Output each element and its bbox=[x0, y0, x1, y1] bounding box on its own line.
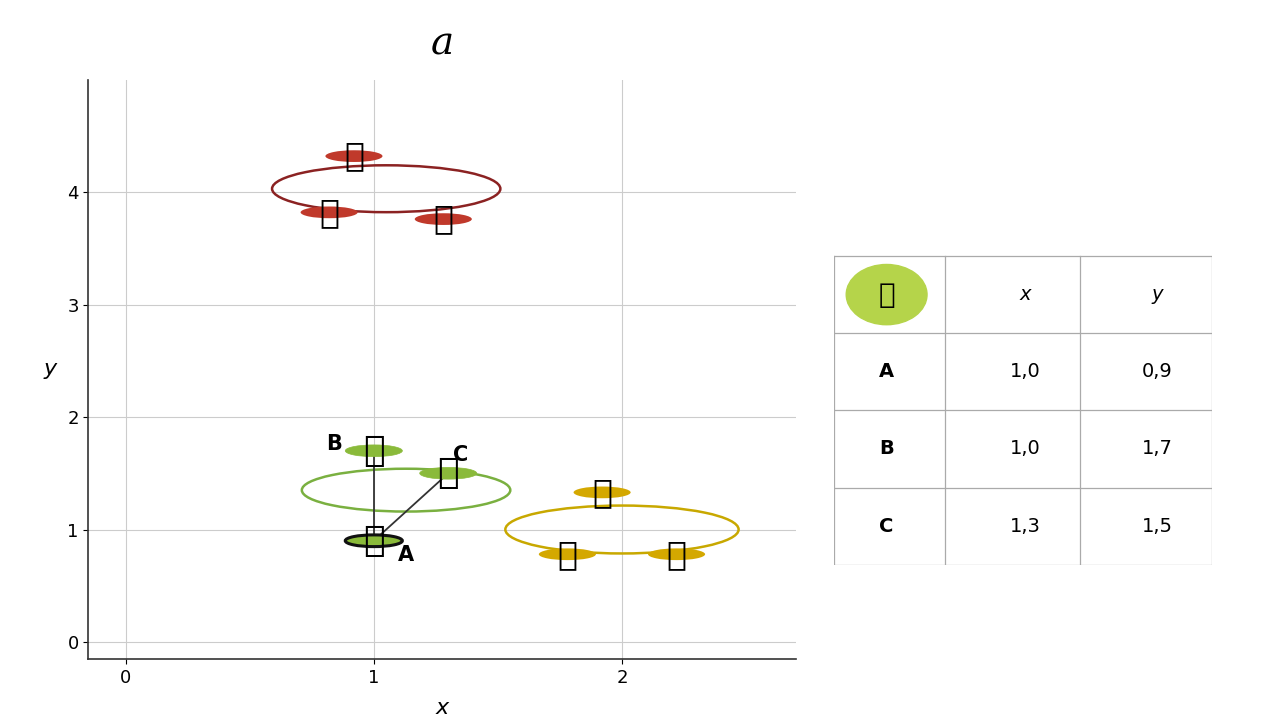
Text: 🧑: 🧑 bbox=[433, 203, 453, 235]
Text: 🧑: 🧑 bbox=[592, 476, 613, 509]
Text: 🧑: 🧑 bbox=[557, 538, 577, 571]
Ellipse shape bbox=[573, 487, 630, 498]
Title: a: a bbox=[431, 25, 453, 63]
X-axis label: x: x bbox=[436, 698, 448, 717]
Text: x: x bbox=[1019, 285, 1032, 304]
Text: 0,9: 0,9 bbox=[1142, 362, 1172, 382]
Ellipse shape bbox=[648, 548, 705, 560]
Y-axis label: y: y bbox=[44, 359, 57, 379]
Text: 1,5: 1,5 bbox=[1142, 517, 1172, 536]
Text: 🧑: 🧑 bbox=[362, 523, 385, 557]
Text: 🧑: 🧑 bbox=[362, 434, 385, 468]
Text: 🧑: 🧑 bbox=[344, 140, 364, 172]
Text: C: C bbox=[879, 517, 894, 536]
Ellipse shape bbox=[345, 445, 403, 457]
Text: 1,0: 1,0 bbox=[1010, 439, 1041, 458]
Text: 🧑: 🧑 bbox=[667, 538, 687, 571]
Ellipse shape bbox=[539, 548, 596, 560]
Text: 🧑: 🧑 bbox=[437, 456, 458, 490]
Circle shape bbox=[846, 264, 927, 324]
Text: 1,3: 1,3 bbox=[1010, 517, 1041, 536]
Text: B: B bbox=[326, 434, 342, 454]
Text: A: A bbox=[879, 362, 894, 382]
Text: 🧑: 🧑 bbox=[878, 281, 895, 308]
Ellipse shape bbox=[301, 206, 357, 218]
Ellipse shape bbox=[419, 468, 477, 479]
Ellipse shape bbox=[326, 151, 383, 162]
Text: B: B bbox=[879, 439, 894, 458]
Text: 1,7: 1,7 bbox=[1142, 439, 1172, 458]
Ellipse shape bbox=[414, 214, 472, 225]
Text: y: y bbox=[1151, 285, 1163, 304]
Ellipse shape bbox=[345, 535, 403, 547]
Text: A: A bbox=[398, 545, 414, 565]
Text: C: C bbox=[453, 445, 469, 466]
Text: 1,0: 1,0 bbox=[1010, 362, 1041, 382]
Text: 🧑: 🧑 bbox=[320, 196, 340, 229]
